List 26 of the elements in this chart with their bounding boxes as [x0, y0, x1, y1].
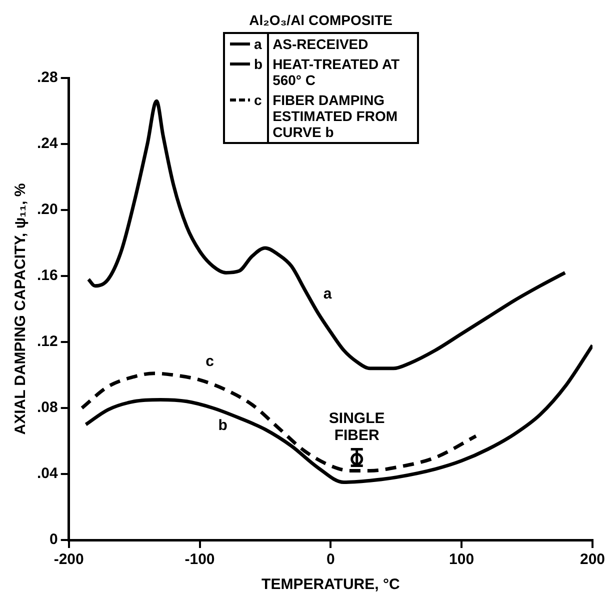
- y-tick-label: .20: [36, 201, 58, 218]
- annotation: b: [218, 417, 228, 434]
- legend-title: Al₂O₃/Al COMPOSITE: [248, 12, 394, 28]
- x-axis-title: TEMPERATURE, °C: [262, 576, 400, 594]
- text: b: [254, 56, 263, 72]
- x-tick-label: -200: [54, 551, 84, 568]
- y-tick-label: 0: [50, 531, 58, 548]
- annotation: a: [323, 285, 332, 302]
- x-tick-label: 200: [580, 551, 605, 568]
- y-tick-label: .08: [36, 399, 58, 416]
- y-axis-title: AXIAL DAMPING CAPACITY, ψ₁₁, %: [12, 183, 30, 435]
- x-tick-label: 0: [326, 551, 335, 568]
- y-tick-label: .16: [36, 267, 58, 284]
- annotation: c: [206, 353, 214, 370]
- y-tick-label: .24: [36, 135, 58, 152]
- legend-label: AS-RECEIVED: [272, 35, 370, 54]
- y-tick-label: .28: [36, 69, 58, 86]
- text: a: [254, 36, 262, 52]
- y-tick-label: .04: [36, 465, 58, 482]
- legend-label: FIBER DAMPING ESTIMATED FROM CURVE b: [272, 91, 399, 142]
- series-label: SINGLE FIBER: [328, 410, 385, 444]
- legend-label: HEAT-TREATED AT 560° C: [272, 55, 401, 90]
- text: c: [254, 92, 262, 108]
- x-tick-label: 100: [449, 551, 474, 568]
- x-tick-label: -100: [184, 551, 215, 568]
- y-tick-label: .12: [36, 333, 58, 350]
